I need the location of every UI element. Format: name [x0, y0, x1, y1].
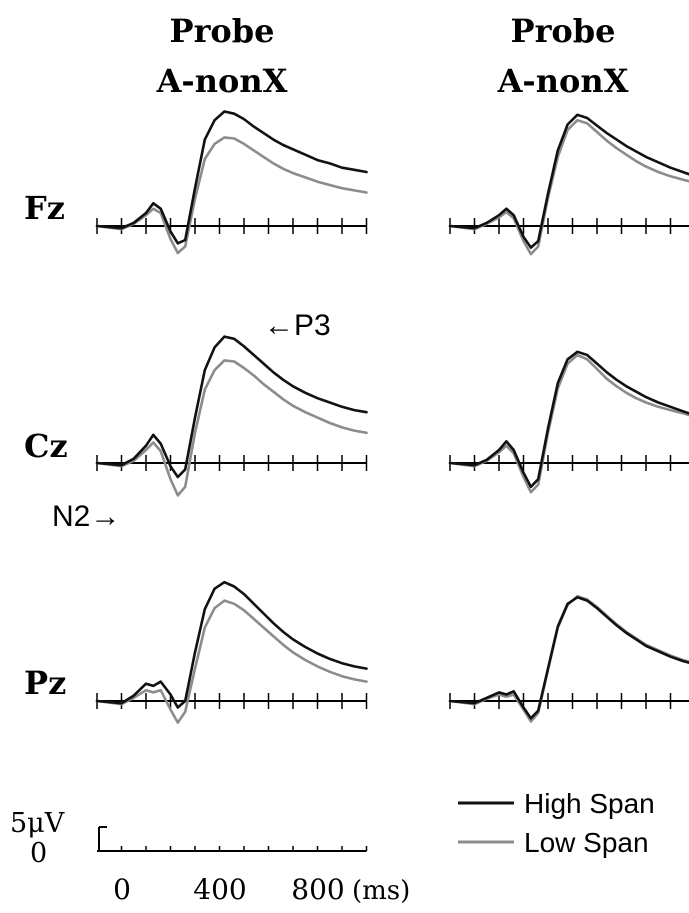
electrode-label-cz: Cz [24, 427, 68, 465]
zero-amplitude-label: 0 [30, 838, 47, 869]
column-title-right-line1: Probe [511, 12, 616, 50]
legend-high-span-label: High Span [524, 788, 655, 819]
high-span-waveform-pz-right [448, 595, 689, 720]
scale-bar: 5μV 0 0 400 800 (ms) [10, 808, 410, 906]
column-title-right-line2: A-nonX [497, 62, 629, 100]
high-span-waveform-cz-right [448, 350, 689, 489]
column-title-left-line1: Probe [170, 12, 275, 50]
low-span-waveform-fz-left [95, 136, 368, 255]
time-tick-label-0: 0 [113, 873, 131, 906]
time-scale-axis [97, 826, 368, 852]
panel-fz-left [95, 110, 368, 255]
time-tick-label-400: 400 [193, 873, 246, 906]
p3-annotation: ←P3 [264, 309, 331, 342]
low-span-waveform-cz-right [448, 353, 689, 494]
high-span-waveform-pz-left [95, 580, 368, 709]
low-span-waveform-fz-right [448, 118, 689, 256]
n2-annotation: N2→ [52, 500, 120, 533]
panel-fz-right [448, 113, 689, 256]
waveform-panels [95, 110, 689, 724]
amplitude-scale-label: 5μV [10, 808, 65, 839]
time-tick-label-800: 800 [291, 873, 344, 906]
panel-pz-right [448, 594, 689, 723]
high-span-waveform-cz-left [95, 335, 368, 479]
time-unit-label: (ms) [352, 876, 410, 906]
panel-cz-right [448, 350, 689, 494]
low-span-waveform-pz-left [95, 599, 368, 724]
low-span-waveform-cz-left [95, 359, 368, 497]
panel-pz-left [95, 580, 368, 724]
high-span-waveform-fz-left [95, 110, 368, 245]
legend-low-span-label: Low Span [524, 827, 649, 858]
legend: High Span Low Span [458, 788, 655, 858]
electrode-label-fz: Fz [24, 189, 65, 227]
electrode-label-pz: Pz [24, 664, 66, 702]
panel-cz-left [95, 335, 368, 497]
low-span-waveform-pz-right [448, 594, 689, 723]
column-title-left-line2: A-nonX [156, 62, 288, 100]
high-span-waveform-fz-right [448, 113, 689, 249]
